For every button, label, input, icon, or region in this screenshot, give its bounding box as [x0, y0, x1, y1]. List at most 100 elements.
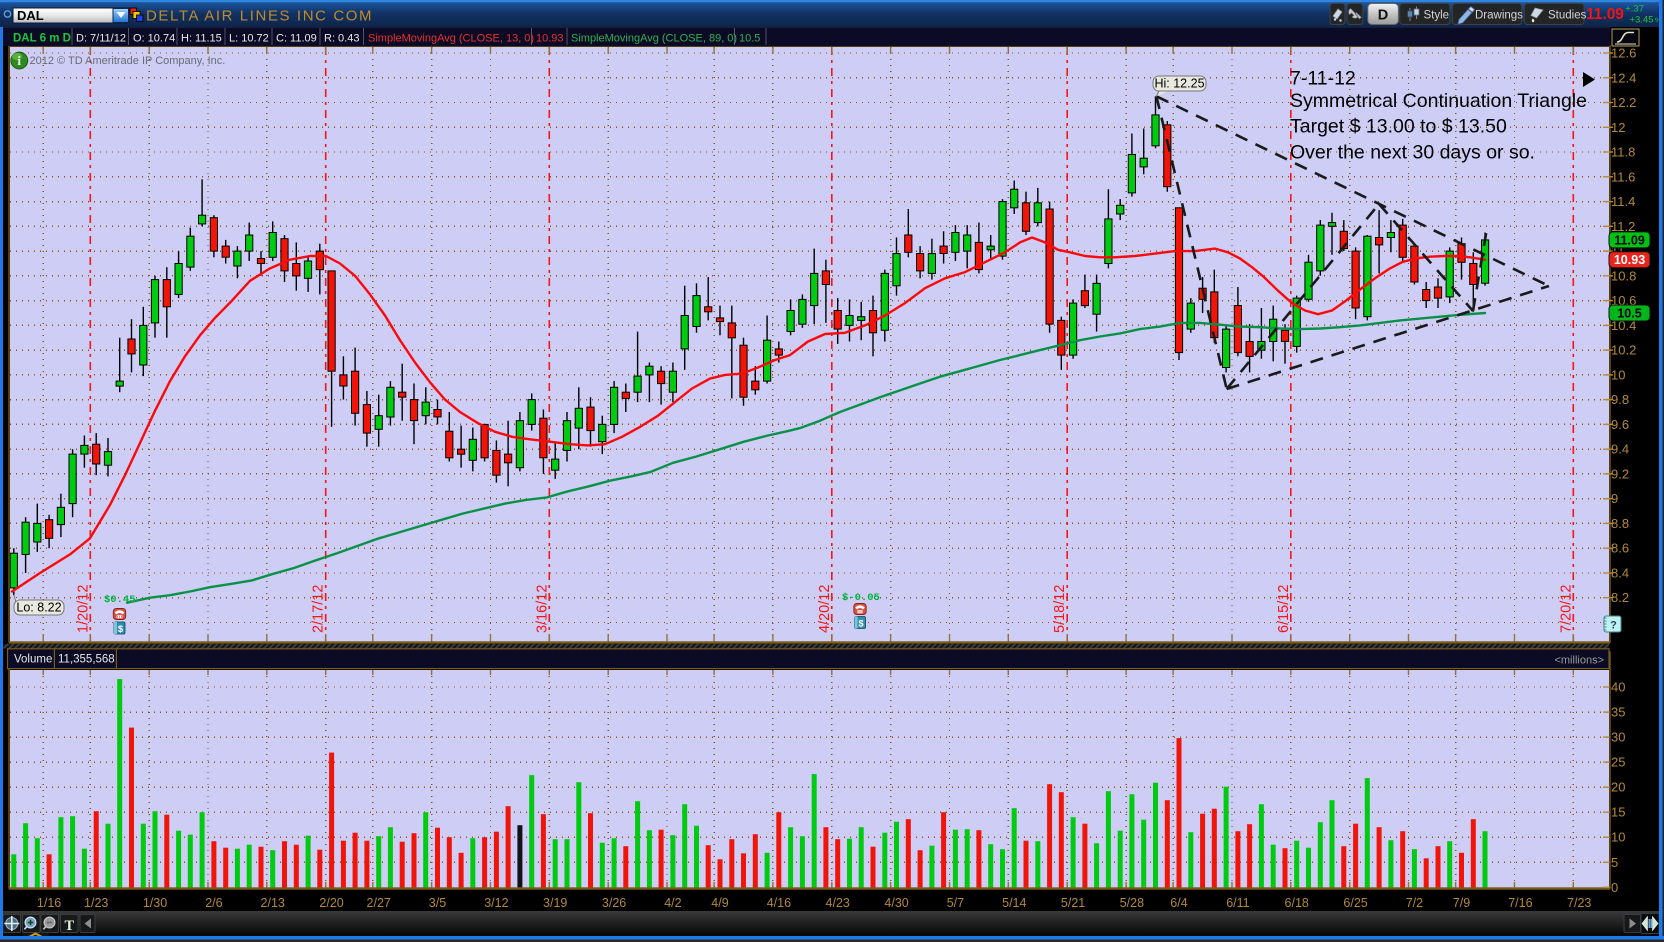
- svg-text:9: 9: [1611, 491, 1618, 506]
- svg-text:11.09: 11.09: [1586, 6, 1624, 23]
- svg-text:9.8: 9.8: [1611, 392, 1629, 407]
- svg-text:10.4: 10.4: [1611, 318, 1636, 333]
- svg-text:2/27: 2/27: [367, 896, 391, 910]
- svg-text:4/23: 4/23: [826, 896, 850, 910]
- svg-text:1/16: 1/16: [37, 896, 61, 910]
- svg-text:3/5: 3/5: [429, 896, 446, 910]
- svg-text:10.6: 10.6: [1611, 293, 1636, 308]
- svg-text:$0.45: $0.45: [104, 594, 136, 606]
- svg-text:4/16: 4/16: [767, 896, 791, 910]
- svg-text:2/13: 2/13: [261, 896, 285, 910]
- svg-text:<millions>: <millions>: [1554, 655, 1604, 667]
- svg-text:SimpleMovingAvg (CLOSE, 89, 0): SimpleMovingAvg (CLOSE, 89, 0): [571, 33, 737, 45]
- svg-text:10.8: 10.8: [1611, 268, 1636, 283]
- svg-text:8.2: 8.2: [1611, 590, 1629, 605]
- svg-text:4/9: 4/9: [711, 896, 728, 910]
- svg-text:5/18/12: 5/18/12: [1052, 585, 1068, 633]
- svg-text:3/12: 3/12: [484, 896, 508, 910]
- svg-text:5/7: 5/7: [947, 896, 964, 910]
- svg-text:7/16: 7/16: [1508, 896, 1532, 910]
- svg-text:15: 15: [1611, 805, 1625, 820]
- svg-text:Over the next 30 days or so.: Over the next 30 days or so.: [1290, 142, 1535, 164]
- svg-text:20: 20: [1611, 780, 1625, 795]
- svg-text:11.09: 11.09: [1614, 233, 1645, 247]
- svg-text:DAL: DAL: [17, 8, 44, 23]
- svg-text:R: 0.43: R: 0.43: [324, 33, 359, 45]
- svg-text:5: 5: [1611, 855, 1618, 870]
- svg-text:11,355,568: 11,355,568: [58, 654, 115, 666]
- svg-text:L: 10.72: L: 10.72: [229, 33, 269, 45]
- svg-text:10.93: 10.93: [1614, 253, 1645, 267]
- svg-text:Symmetrical Continuation Trian: Symmetrical Continuation Triangle: [1290, 90, 1587, 112]
- svg-text:30: 30: [1611, 730, 1625, 745]
- svg-text:2/20: 2/20: [319, 896, 343, 910]
- svg-text:D: 7/11/12: D: 7/11/12: [76, 33, 126, 45]
- svg-text:9.2: 9.2: [1611, 466, 1629, 481]
- svg-text:%: %: [1655, 16, 1662, 25]
- svg-text:2012 © TD Ameritrade IP Compan: 2012 © TD Ameritrade IP Company, Inc.: [30, 55, 226, 67]
- svg-text:6/4: 6/4: [1170, 896, 1187, 910]
- svg-text:$-0.05: $-0.05: [842, 592, 880, 604]
- svg-text:8.8: 8.8: [1611, 516, 1629, 531]
- svg-text:12.2: 12.2: [1611, 95, 1636, 110]
- svg-text:Studies: Studies: [1548, 10, 1587, 22]
- svg-text:8.4: 8.4: [1611, 566, 1629, 581]
- svg-text:7/20/12: 7/20/12: [1558, 585, 1574, 633]
- svg-text:10.93: 10.93: [536, 33, 564, 45]
- svg-text:0: 0: [1611, 880, 1618, 895]
- svg-text:12.4: 12.4: [1611, 70, 1636, 85]
- svg-text:6/11: 6/11: [1226, 896, 1249, 910]
- svg-text:3/16/12: 3/16/12: [534, 585, 550, 633]
- svg-text:11.4: 11.4: [1611, 194, 1635, 209]
- svg-text:7-11-12: 7-11-12: [1290, 68, 1356, 90]
- svg-text:Volume: Volume: [14, 654, 52, 666]
- svg-text:7/9: 7/9: [1453, 896, 1470, 910]
- svg-text:11.2: 11.2: [1611, 219, 1635, 234]
- svg-text:6/15/12: 6/15/12: [1276, 585, 1292, 633]
- svg-text:$: $: [858, 618, 864, 629]
- svg-text:$: $: [118, 624, 124, 635]
- svg-text:5/14: 5/14: [1002, 896, 1026, 910]
- svg-text:25: 25: [1611, 755, 1625, 770]
- svg-text:2/17/12: 2/17/12: [311, 585, 327, 633]
- svg-text:1/30: 1/30: [143, 896, 167, 910]
- svg-text:4/20/12: 4/20/12: [817, 585, 833, 633]
- svg-text:Lo: 8.22: Lo: 8.22: [16, 601, 61, 615]
- svg-text:10.5: 10.5: [1617, 307, 1641, 321]
- svg-text:3/19: 3/19: [543, 896, 567, 910]
- svg-text:6/18: 6/18: [1285, 896, 1309, 910]
- svg-text:9.6: 9.6: [1611, 417, 1629, 432]
- svg-text:D: D: [1378, 8, 1388, 24]
- svg-text:7/2: 7/2: [1406, 896, 1423, 910]
- svg-text:?: ?: [1610, 620, 1617, 632]
- svg-text:35: 35: [1611, 705, 1625, 720]
- svg-text:Style: Style: [1424, 10, 1450, 22]
- svg-text:1/20/12: 1/20/12: [75, 585, 91, 633]
- svg-text:10: 10: [1611, 830, 1625, 845]
- svg-text:H: 11.15: H: 11.15: [181, 33, 222, 45]
- svg-text:10.2: 10.2: [1611, 343, 1636, 358]
- svg-text:8.6: 8.6: [1611, 541, 1629, 556]
- svg-text:i: i: [18, 54, 22, 68]
- svg-text:7/23: 7/23: [1567, 896, 1591, 910]
- svg-text:Hi: 12.25: Hi: 12.25: [1154, 77, 1204, 91]
- svg-text:12.6: 12.6: [1611, 46, 1636, 61]
- svg-text:9.4: 9.4: [1611, 442, 1629, 457]
- svg-text:Drawings: Drawings: [1475, 10, 1523, 22]
- svg-text:5/28: 5/28: [1120, 896, 1144, 910]
- svg-text:2/6: 2/6: [205, 896, 222, 910]
- svg-text:+3.45: +3.45: [1629, 15, 1653, 26]
- svg-text:C: 11.09: C: 11.09: [276, 33, 317, 45]
- svg-text:11.8: 11.8: [1611, 145, 1635, 160]
- svg-text:3/26: 3/26: [602, 896, 626, 910]
- svg-text:T: T: [64, 918, 74, 934]
- svg-text:11.6: 11.6: [1611, 169, 1635, 184]
- svg-text:Target $ 13.00 to $ 13.50: Target $ 13.00 to $ 13.50: [1290, 116, 1507, 138]
- svg-text:4/2: 4/2: [664, 896, 681, 910]
- svg-text:40: 40: [1611, 680, 1625, 695]
- svg-text:10.5: 10.5: [739, 33, 760, 45]
- svg-text:10: 10: [1611, 367, 1625, 382]
- svg-text:6/25: 6/25: [1343, 896, 1367, 910]
- svg-text:4/30: 4/30: [884, 896, 908, 910]
- svg-text:O: 10.74: O: 10.74: [133, 33, 175, 45]
